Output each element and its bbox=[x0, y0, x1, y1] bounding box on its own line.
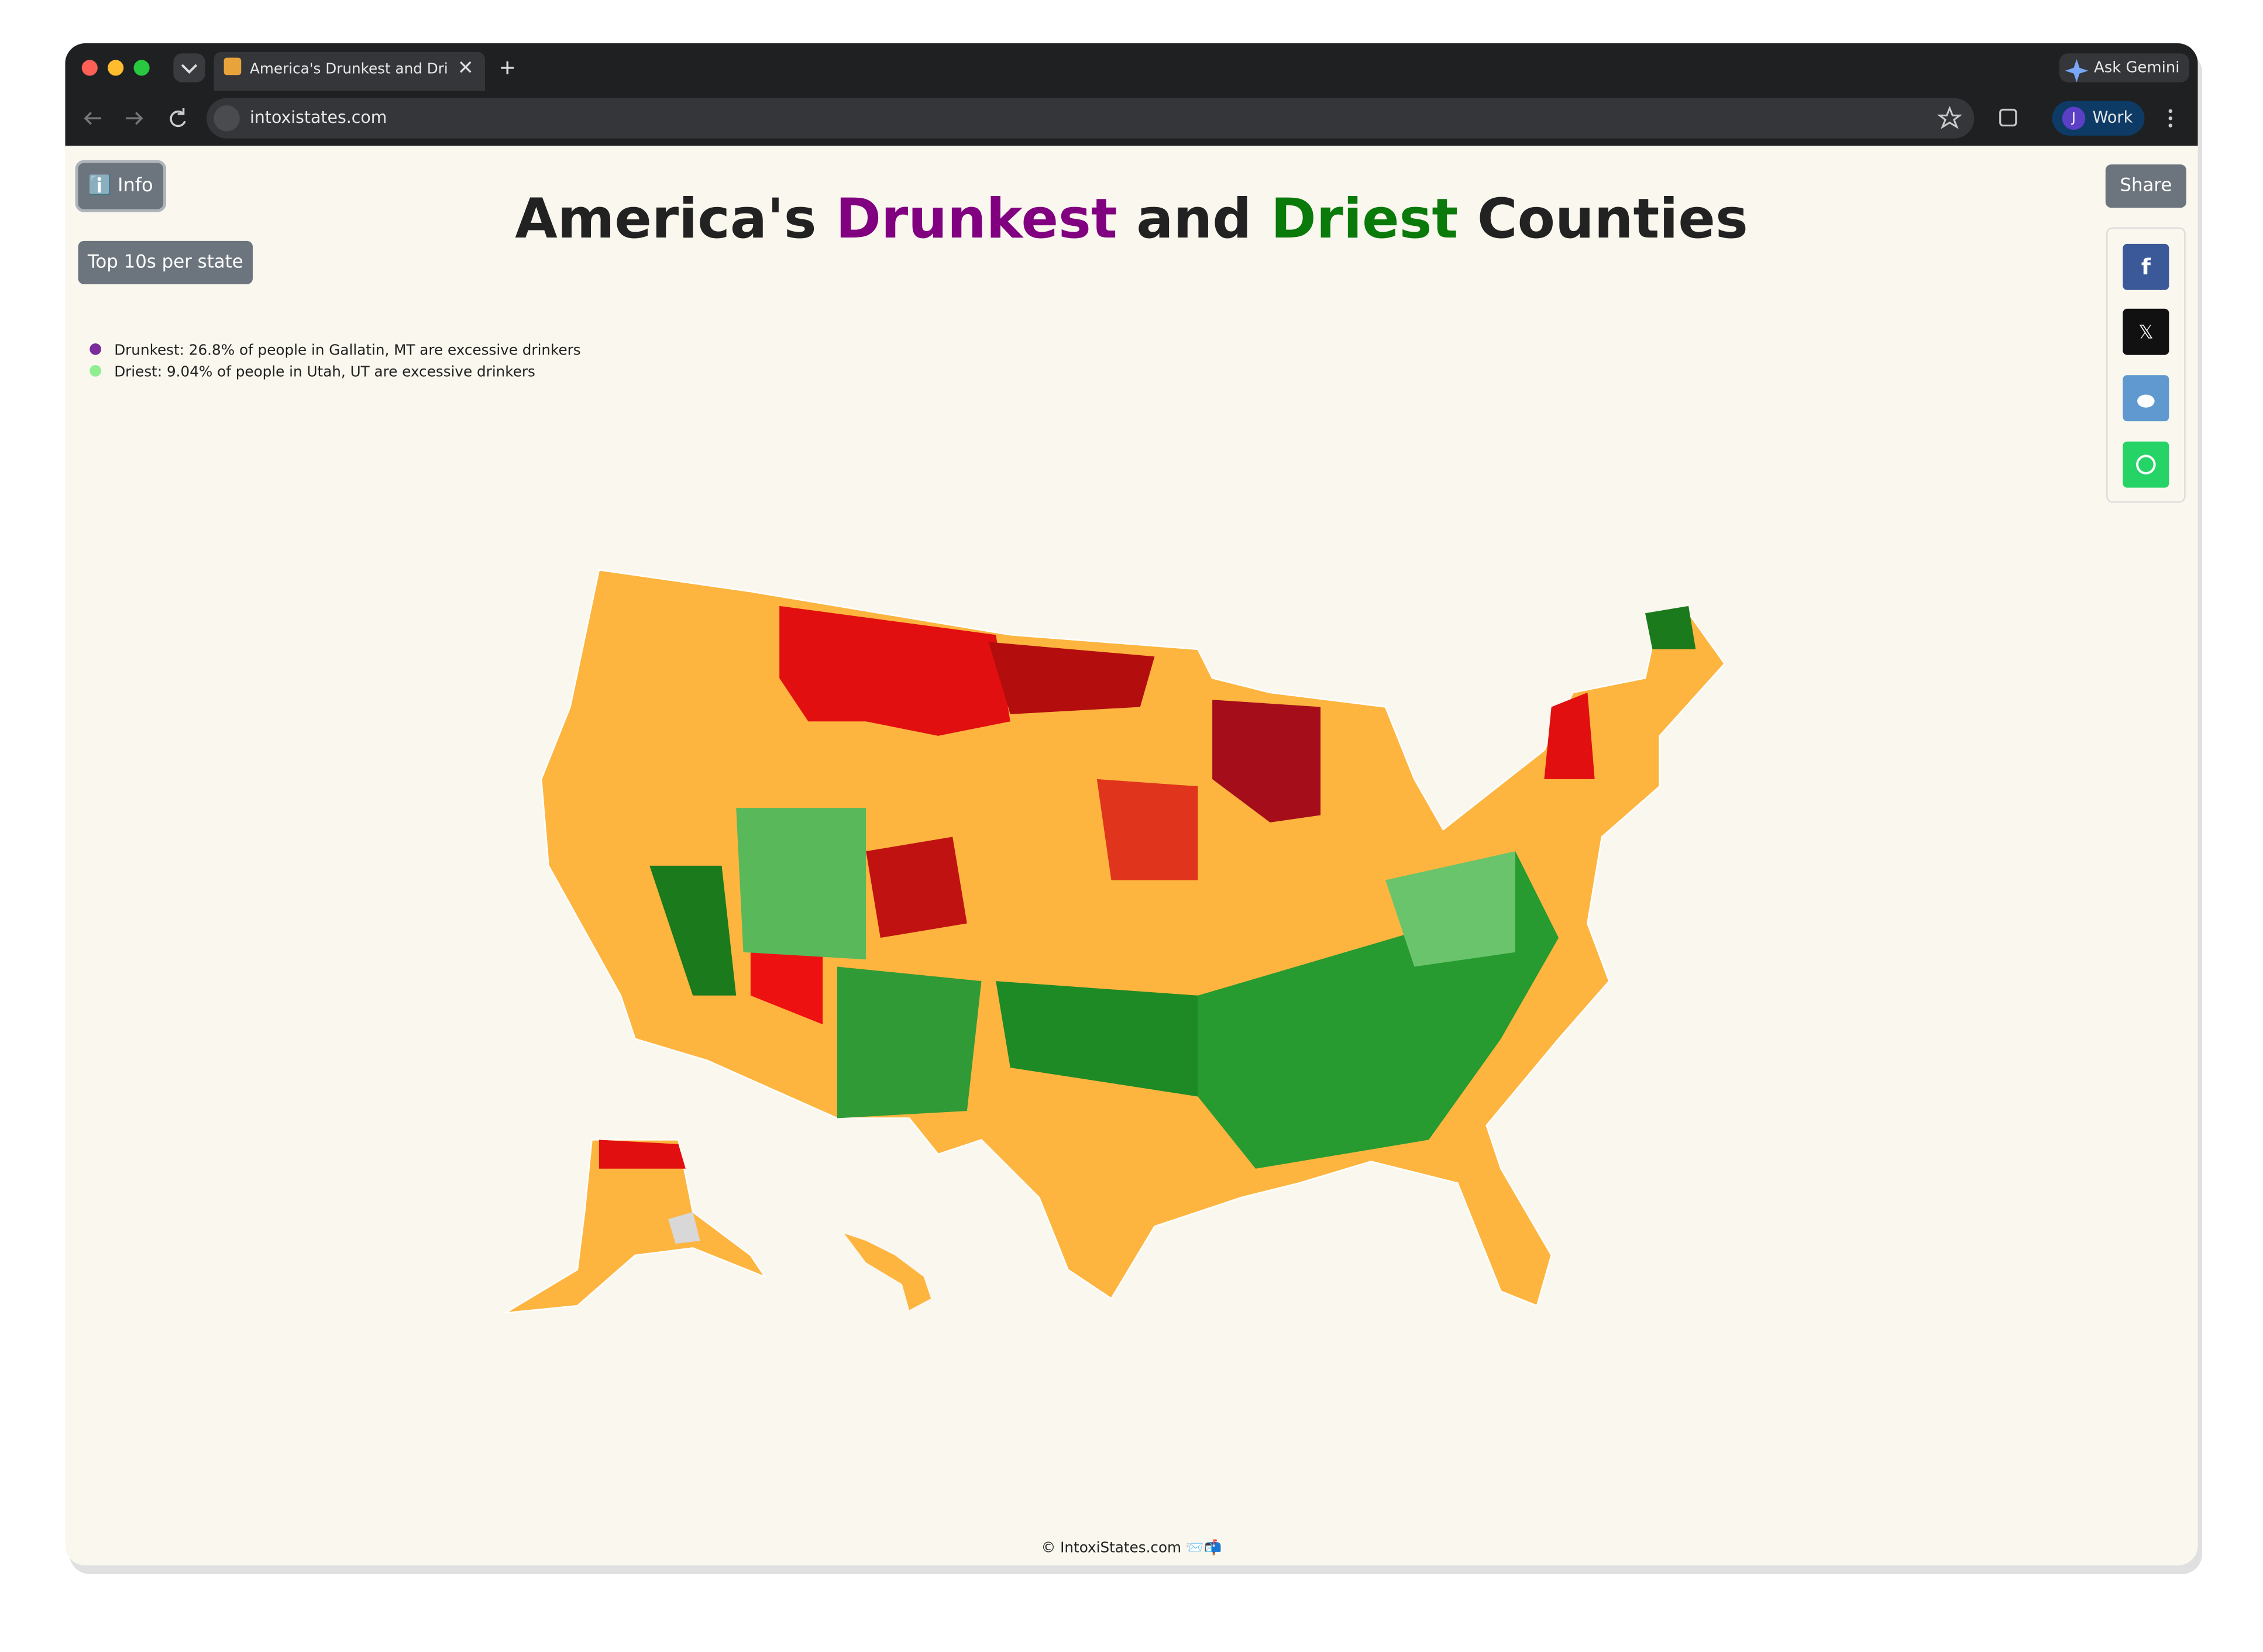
x-icon: 𝕏 bbox=[2138, 321, 2154, 343]
gemini-icon bbox=[2065, 59, 2089, 82]
legend-dot-driest bbox=[90, 364, 102, 377]
extensions-button[interactable] bbox=[1999, 108, 2017, 127]
title-text: and bbox=[1117, 187, 1271, 251]
profile-initial: J bbox=[2071, 111, 2076, 126]
region-red bbox=[1544, 692, 1595, 779]
share-button[interactable] bbox=[2105, 164, 2186, 208]
new-tab[interactable] bbox=[501, 61, 514, 75]
region-red bbox=[1212, 700, 1321, 822]
forward-button[interactable] bbox=[125, 112, 143, 125]
facebook-share[interactable] bbox=[2123, 243, 2169, 290]
region-green bbox=[837, 966, 982, 1118]
browser-window: America's Drunkest and Driest Counties A… bbox=[65, 43, 2198, 1566]
info-button-label: ℹ️ Info bbox=[88, 174, 153, 196]
x-share[interactable] bbox=[2123, 308, 2169, 355]
legend-dot-drunkest bbox=[90, 343, 102, 355]
region-green bbox=[736, 808, 866, 960]
alaska bbox=[504, 1139, 767, 1314]
title-text: Counties bbox=[1458, 187, 1748, 251]
region-red bbox=[599, 1140, 686, 1169]
top10-button[interactable] bbox=[78, 240, 253, 284]
profile-avatar bbox=[2062, 106, 2086, 130]
bookmark-star[interactable] bbox=[1937, 105, 1963, 129]
share-panel bbox=[2106, 227, 2186, 503]
page-title: America's Drunkest and Driest Counties bbox=[515, 187, 1748, 251]
profile-name: Work bbox=[2093, 109, 2133, 127]
region-red bbox=[1096, 779, 1198, 880]
legend-drunkest: Drunkest: 26.8% of people in Gallatin, M… bbox=[114, 341, 580, 358]
chevron-icon bbox=[181, 64, 198, 74]
hawaii bbox=[844, 1233, 931, 1310]
tab-title: America's Drunkest and Driest Counties bbox=[250, 60, 538, 77]
active-tab[interactable] bbox=[214, 51, 486, 91]
reload-button[interactable] bbox=[170, 108, 186, 128]
region-no-data bbox=[668, 1212, 700, 1244]
region-green bbox=[996, 981, 1198, 1097]
favicon bbox=[223, 57, 242, 75]
share-button-label: Share bbox=[2120, 175, 2172, 196]
close-button[interactable] bbox=[81, 60, 98, 76]
ask-gemini-button[interactable] bbox=[2059, 53, 2189, 82]
whatsapp-share[interactable] bbox=[2123, 441, 2169, 488]
region-red bbox=[988, 642, 1155, 714]
facebook-icon: f bbox=[2141, 254, 2151, 280]
tab-search[interactable] bbox=[173, 53, 205, 82]
region-green bbox=[649, 865, 737, 996]
address-bar[interactable] bbox=[207, 98, 1975, 139]
region-green bbox=[1385, 851, 1516, 967]
tab-close[interactable] bbox=[460, 61, 472, 73]
title-drunkest: Drunkest bbox=[835, 187, 1117, 251]
title-text: America's bbox=[515, 187, 835, 251]
site-info[interactable] bbox=[214, 105, 240, 132]
menu-button[interactable] bbox=[2168, 109, 2172, 128]
region-red bbox=[866, 837, 967, 938]
footer: © IntoxiStates.com 📨📬 bbox=[1041, 1539, 1222, 1555]
url-text: intoxistates.com bbox=[250, 108, 387, 127]
title-driest: Driest bbox=[1271, 187, 1458, 251]
back-button[interactable] bbox=[84, 112, 102, 125]
minimize-button[interactable] bbox=[108, 60, 124, 76]
ask-gemini-label: Ask Gemini bbox=[2094, 58, 2179, 76]
legend-driest: Driest: 9.04% of people in Utah, UT are … bbox=[114, 363, 535, 380]
reddit-icon bbox=[2137, 394, 2155, 408]
region-green bbox=[1645, 605, 1696, 649]
region-red bbox=[779, 605, 1010, 736]
zoom-button[interactable] bbox=[133, 60, 150, 76]
info-button[interactable] bbox=[75, 160, 166, 212]
whatsapp-icon bbox=[2136, 455, 2156, 474]
top10-button-label: Top 10s per state bbox=[87, 251, 243, 272]
county-map bbox=[504, 569, 1726, 1314]
